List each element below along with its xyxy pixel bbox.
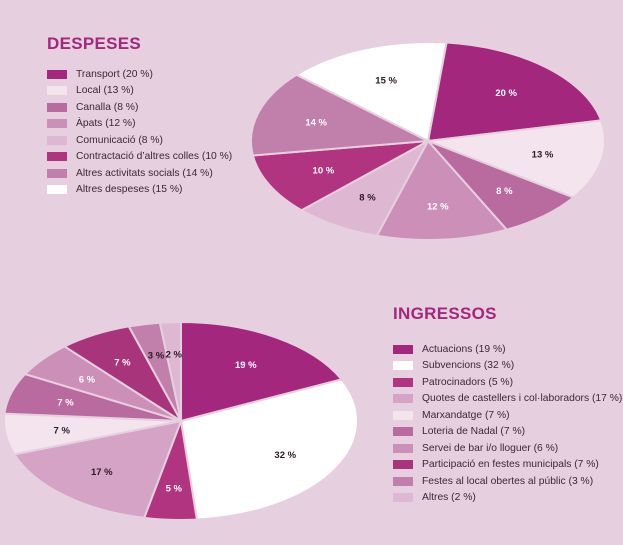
ingressos-slice-label: 7 % xyxy=(114,358,131,369)
despeses-slice-label: 8 % xyxy=(496,186,513,197)
ingressos-legend-label: Festes al local obertes al públic (3 %) xyxy=(422,475,594,487)
despeses-legend-swatch xyxy=(47,86,67,96)
despeses-slice xyxy=(426,41,603,143)
ingressos-legend-label: Subvencions (32 %) xyxy=(422,360,515,372)
ingressos-slice xyxy=(12,419,183,519)
ingressos-title: INGRESSOS xyxy=(393,304,497,323)
despeses-legend-swatch xyxy=(47,185,67,195)
ingressos-legend-item: Actuacions (19 %) xyxy=(393,341,622,358)
ingressos-legend-label: Servei de bar i/o lloguer (6 %) xyxy=(422,442,559,454)
despeses-legend-label: Canalla (8 %) xyxy=(76,101,139,113)
ingressos-slice xyxy=(179,378,359,521)
despeses-legend-item: Altres despeses (15 %) xyxy=(47,182,232,199)
ingressos-slice-label: 7 % xyxy=(57,398,74,409)
ingressos-legend-item: Subvencions (32 %) xyxy=(393,358,622,375)
despeses-slice xyxy=(299,138,431,237)
despeses-legend-label: Local (13 %) xyxy=(76,85,134,97)
ingressos-legend-label: Participació en festes municipals (7 %) xyxy=(422,459,599,471)
ingressos-legend-label: Altres (2 %) xyxy=(422,492,476,504)
despeses-slice xyxy=(375,139,509,241)
despeses-legend: Transport (20 %) Local (13 %) Canalla (8 %… xyxy=(47,66,232,198)
despeses-slice-label: 10 % xyxy=(313,166,335,177)
ingressos-legend-label: Patrocinadors (5 %) xyxy=(422,376,513,388)
despeses-legend-label: Altres despeses (15 %) xyxy=(76,184,183,196)
ingressos-legend-item: Patrocinadors (5 %) xyxy=(393,374,622,391)
despeses-slice-label: 12 % xyxy=(427,202,449,213)
ingressos-legend-swatch xyxy=(393,394,413,404)
despeses-pie: 20 % 13 % 8 % 12 % 8 % 10 % 14 % 15 % xyxy=(250,41,606,241)
ingressos-slice-label: 7 % xyxy=(54,426,71,437)
despeses-legend-swatch xyxy=(47,168,67,178)
ingressos-legend-item: Festes al local obertes al públic (3 %) xyxy=(393,473,622,490)
ingressos-slice-label: 3 % xyxy=(148,351,165,362)
despeses-legend-label: Àpats (12 %) xyxy=(76,118,136,130)
despeses-legend-swatch xyxy=(47,69,67,79)
ingressos-legend-label: Actuacions (19 %) xyxy=(422,343,506,355)
ingressos-legend-item: Marxandatge (7 %) xyxy=(393,407,622,424)
ingressos-legend-label: Quotes de castellers i col·laboradors (1… xyxy=(422,393,623,405)
ingressos-legend-item: Altres (2 %) xyxy=(393,490,622,507)
ingressos-slice-label: 17 % xyxy=(91,467,113,478)
ingressos-slice-label: 19 % xyxy=(235,360,257,371)
despeses-legend-label: Altres activitats socials (14 %) xyxy=(76,167,213,179)
despeses-slice-label: 13 % xyxy=(532,149,554,160)
despeses-legend-swatch xyxy=(47,102,67,112)
despeses-slice-label: 20 % xyxy=(495,88,517,99)
despeses-slice xyxy=(251,140,429,212)
ingressos-legend-swatch xyxy=(393,361,413,371)
ingressos-legend-swatch xyxy=(393,377,413,387)
despeses-legend-item: Altres activitats socials (14 %) xyxy=(47,165,232,182)
despeses-legend-item: Canalla (8 %) xyxy=(47,99,232,116)
despeses-legend-swatch xyxy=(47,152,67,162)
ingressos-slice xyxy=(180,320,344,423)
despeses-title: DESPESES xyxy=(47,34,142,53)
ingressos-legend-swatch xyxy=(393,460,413,470)
ingressos-slice-label: 2 % xyxy=(166,349,183,360)
despeses-slice xyxy=(427,119,606,199)
despeses-legend-swatch xyxy=(47,119,67,129)
ingressos-legend-item: Quotes de castellers i col·laboradors (1… xyxy=(393,391,622,408)
ingressos-slice-label: 32 % xyxy=(274,450,296,461)
despeses-slice xyxy=(294,41,448,143)
despeses-legend-item: Local (13 %) xyxy=(47,83,232,100)
ingressos-legend-label: Loteria de Nadal (7 %) xyxy=(422,426,526,438)
ingressos-slice xyxy=(158,320,182,422)
despeses-legend-swatch xyxy=(47,135,67,145)
despeses-legend-label: Comunicació (8 %) xyxy=(76,134,163,146)
ingressos-legend-swatch xyxy=(393,443,413,453)
ingressos-legend-item: Loteria de Nadal (7 %) xyxy=(393,424,622,441)
ingressos-legend-item: Participació en festes municipals (7 %) xyxy=(393,457,622,474)
ingressos-slice-label: 6 % xyxy=(79,375,96,386)
despeses-legend-label: Transport (20 %) xyxy=(76,68,153,80)
despeses-slice-label: 15 % xyxy=(375,75,397,86)
ingressos-legend-swatch xyxy=(393,476,413,486)
despeses-legend-item: Àpats (12 %) xyxy=(47,116,232,133)
despeses-legend-item: Contractació d’altres colles (10 %) xyxy=(47,149,232,166)
ingressos-legend-swatch xyxy=(393,344,413,354)
ingressos-legend-label: Marxandatge (7 %) xyxy=(422,409,510,421)
despeses-slice-label: 14 % xyxy=(305,118,327,129)
ingressos-legend-swatch xyxy=(393,427,413,437)
ingressos-legend-swatch xyxy=(393,410,413,420)
ingressos-legend: Actuacions (19 %) Subvencions (32 %) Patro… xyxy=(393,341,622,506)
despeses-legend-item: Transport (20 %) xyxy=(47,66,232,83)
ingressos-pie: 19 % 32 % 5 % 17 % 7 % 7 % 6 % 7 % 3 % 2 % xyxy=(3,320,359,521)
despeses-legend-label: Contractació d’altres colles (10 %) xyxy=(76,151,233,163)
ingressos-slice-label: 5 % xyxy=(166,484,183,495)
ingressos-legend-swatch xyxy=(393,493,413,503)
despeses-legend-item: Comunicació (8 %) xyxy=(47,132,232,149)
despeses-slice xyxy=(427,140,576,231)
ingressos-legend-item: Servei de bar i/o lloguer (6 %) xyxy=(393,440,622,457)
despeses-slice-label: 8 % xyxy=(359,192,376,203)
despeses-slice xyxy=(250,73,432,157)
